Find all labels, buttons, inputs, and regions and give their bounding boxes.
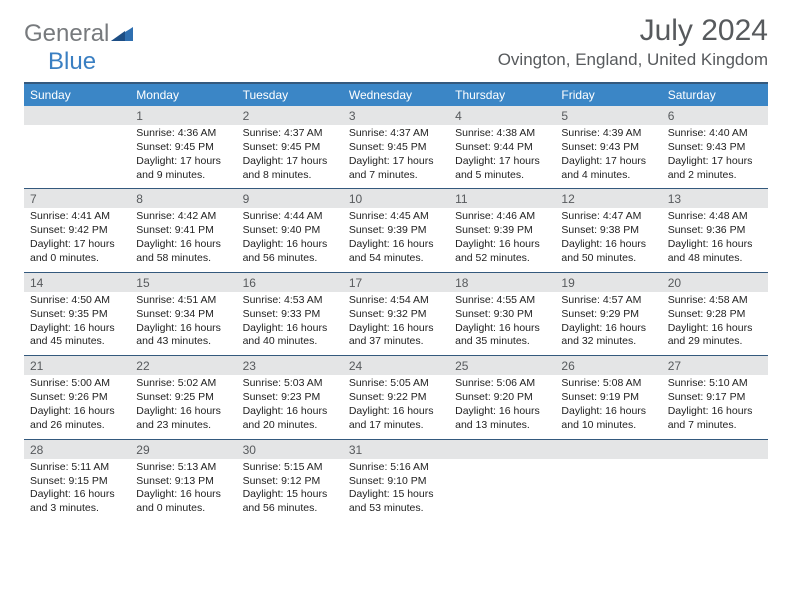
day-cell: Sunrise: 5:00 AMSunset: 9:26 PMDaylight:… xyxy=(24,375,130,438)
day-number: 20 xyxy=(662,273,768,292)
day-number: 31 xyxy=(343,440,449,459)
day-cell: Sunrise: 4:46 AMSunset: 9:39 PMDaylight:… xyxy=(449,208,555,271)
day-cell: Sunrise: 4:57 AMSunset: 9:29 PMDaylight:… xyxy=(555,292,661,355)
day-cell: Sunrise: 4:53 AMSunset: 9:33 PMDaylight:… xyxy=(237,292,343,355)
day-cell: Sunrise: 4:41 AMSunset: 9:42 PMDaylight:… xyxy=(24,208,130,271)
day-number: 15 xyxy=(130,273,236,292)
day-number-row: 14151617181920 xyxy=(24,272,768,292)
week-content-row: Sunrise: 4:36 AMSunset: 9:45 PMDaylight:… xyxy=(24,125,768,188)
day-cell: Sunrise: 4:50 AMSunset: 9:35 PMDaylight:… xyxy=(24,292,130,355)
day-cell xyxy=(24,125,130,188)
weekday-label: Tuesday xyxy=(237,84,343,106)
day-cell: Sunrise: 4:45 AMSunset: 9:39 PMDaylight:… xyxy=(343,208,449,271)
week-content-row: Sunrise: 4:41 AMSunset: 9:42 PMDaylight:… xyxy=(24,208,768,271)
day-number: 1 xyxy=(130,106,236,125)
day-number: 11 xyxy=(449,189,555,208)
day-cell: Sunrise: 5:05 AMSunset: 9:22 PMDaylight:… xyxy=(343,375,449,438)
day-number: 2 xyxy=(237,106,343,125)
day-cell: Sunrise: 4:48 AMSunset: 9:36 PMDaylight:… xyxy=(662,208,768,271)
day-cell xyxy=(662,459,768,522)
day-number: 25 xyxy=(449,356,555,375)
day-cell: Sunrise: 5:10 AMSunset: 9:17 PMDaylight:… xyxy=(662,375,768,438)
weekday-label: Saturday xyxy=(662,84,768,106)
month-title: July 2024 xyxy=(498,14,768,48)
weekday-label: Friday xyxy=(555,84,661,106)
day-number-row: 28293031 xyxy=(24,439,768,459)
day-cell: Sunrise: 5:08 AMSunset: 9:19 PMDaylight:… xyxy=(555,375,661,438)
day-number-row: 78910111213 xyxy=(24,188,768,208)
day-cell: Sunrise: 4:36 AMSunset: 9:45 PMDaylight:… xyxy=(130,125,236,188)
day-number: 28 xyxy=(24,440,130,459)
day-number: 21 xyxy=(24,356,130,375)
weekday-label: Monday xyxy=(130,84,236,106)
day-cell: Sunrise: 4:37 AMSunset: 9:45 PMDaylight:… xyxy=(237,125,343,188)
day-cell: Sunrise: 5:13 AMSunset: 9:13 PMDaylight:… xyxy=(130,459,236,522)
day-number: 4 xyxy=(449,106,555,125)
day-cell: Sunrise: 5:02 AMSunset: 9:25 PMDaylight:… xyxy=(130,375,236,438)
day-number: 17 xyxy=(343,273,449,292)
day-number: 22 xyxy=(130,356,236,375)
day-number: 27 xyxy=(662,356,768,375)
day-number: 19 xyxy=(555,273,661,292)
day-number: 6 xyxy=(662,106,768,125)
day-cell: Sunrise: 5:16 AMSunset: 9:10 PMDaylight:… xyxy=(343,459,449,522)
day-number: 14 xyxy=(24,273,130,292)
day-cell: Sunrise: 4:38 AMSunset: 9:44 PMDaylight:… xyxy=(449,125,555,188)
day-number: 26 xyxy=(555,356,661,375)
logo-text-blue: Blue xyxy=(48,48,96,75)
title-block: July 2024 Ovington, England, United King… xyxy=(498,14,768,70)
day-number: 8 xyxy=(130,189,236,208)
calendar-page: General Blue July 2024 Ovington, England… xyxy=(0,0,792,534)
day-cell xyxy=(449,459,555,522)
header: General Blue July 2024 Ovington, England… xyxy=(24,14,768,76)
logo: General Blue xyxy=(24,20,133,76)
day-number-row: 123456 xyxy=(24,106,768,125)
day-number-row: 21222324252627 xyxy=(24,355,768,375)
weekday-label: Wednesday xyxy=(343,84,449,106)
day-number: 12 xyxy=(555,189,661,208)
day-cell: Sunrise: 4:39 AMSunset: 9:43 PMDaylight:… xyxy=(555,125,661,188)
day-number xyxy=(24,106,130,125)
day-number xyxy=(662,440,768,459)
day-cell: Sunrise: 4:40 AMSunset: 9:43 PMDaylight:… xyxy=(662,125,768,188)
weekday-label: Thursday xyxy=(449,84,555,106)
week-content-row: Sunrise: 4:50 AMSunset: 9:35 PMDaylight:… xyxy=(24,292,768,355)
weekday-header: Sunday Monday Tuesday Wednesday Thursday… xyxy=(24,84,768,106)
day-number: 16 xyxy=(237,273,343,292)
day-number: 5 xyxy=(555,106,661,125)
day-cell: Sunrise: 4:47 AMSunset: 9:38 PMDaylight:… xyxy=(555,208,661,271)
day-cell: Sunrise: 4:42 AMSunset: 9:41 PMDaylight:… xyxy=(130,208,236,271)
day-number: 30 xyxy=(237,440,343,459)
day-number xyxy=(449,440,555,459)
day-cell: Sunrise: 4:51 AMSunset: 9:34 PMDaylight:… xyxy=(130,292,236,355)
calendar-grid: Sunday Monday Tuesday Wednesday Thursday… xyxy=(24,82,768,522)
day-cell: Sunrise: 4:58 AMSunset: 9:28 PMDaylight:… xyxy=(662,292,768,355)
day-cell: Sunrise: 4:55 AMSunset: 9:30 PMDaylight:… xyxy=(449,292,555,355)
day-number: 10 xyxy=(343,189,449,208)
day-number: 23 xyxy=(237,356,343,375)
day-cell: Sunrise: 5:03 AMSunset: 9:23 PMDaylight:… xyxy=(237,375,343,438)
week-content-row: Sunrise: 5:00 AMSunset: 9:26 PMDaylight:… xyxy=(24,375,768,438)
day-cell: Sunrise: 5:06 AMSunset: 9:20 PMDaylight:… xyxy=(449,375,555,438)
day-number: 29 xyxy=(130,440,236,459)
location-label: Ovington, England, United Kingdom xyxy=(498,50,768,70)
day-number: 3 xyxy=(343,106,449,125)
weekday-label: Sunday xyxy=(24,84,130,106)
day-cell: Sunrise: 5:11 AMSunset: 9:15 PMDaylight:… xyxy=(24,459,130,522)
logo-text-general: General xyxy=(24,20,109,47)
day-number: 7 xyxy=(24,189,130,208)
day-number: 13 xyxy=(662,189,768,208)
day-cell: Sunrise: 4:54 AMSunset: 9:32 PMDaylight:… xyxy=(343,292,449,355)
day-cell: Sunrise: 5:15 AMSunset: 9:12 PMDaylight:… xyxy=(237,459,343,522)
day-number: 24 xyxy=(343,356,449,375)
day-cell: Sunrise: 4:37 AMSunset: 9:45 PMDaylight:… xyxy=(343,125,449,188)
day-number: 18 xyxy=(449,273,555,292)
day-cell xyxy=(555,459,661,522)
week-content-row: Sunrise: 5:11 AMSunset: 9:15 PMDaylight:… xyxy=(24,459,768,522)
day-number xyxy=(555,440,661,459)
logo-triangle-icon xyxy=(111,20,133,47)
day-cell: Sunrise: 4:44 AMSunset: 9:40 PMDaylight:… xyxy=(237,208,343,271)
day-number: 9 xyxy=(237,189,343,208)
